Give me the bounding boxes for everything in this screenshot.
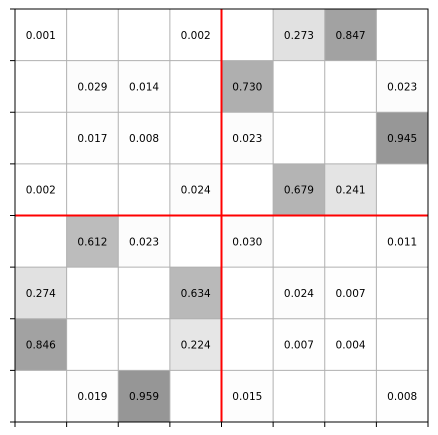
heatmap-cell-r2-c7 (376, 112, 428, 164)
quadrant-dividers (15, 9, 428, 422)
cell-value-label: 0.023 (232, 133, 262, 145)
heatmap-cell-r0-c6 (324, 9, 377, 61)
heatmap-cell-r3-c5 (273, 163, 325, 216)
heatmap-cell-r0-c3 (169, 9, 222, 61)
axis-ticks (10, 8, 429, 427)
heatmap-cell-r3-c0 (15, 163, 67, 216)
cell-value-label: 0.004 (336, 340, 366, 352)
heatmap-cell-r6-c3 (169, 318, 222, 371)
heatmap-cell-r0-c0 (15, 9, 67, 61)
cell-value-label: 0.847 (336, 30, 366, 42)
cell-value-label: 0.024 (284, 288, 314, 300)
heatmap-cell-r5-c5 (273, 267, 325, 319)
cell-value-label: 0.015 (232, 391, 262, 403)
cell-value-label: 0.241 (336, 185, 366, 197)
cell-value-label: 0.007 (336, 288, 366, 300)
heatmap-cell-r1-c1 (66, 60, 119, 113)
cell-value-label: 0.959 (129, 391, 159, 403)
heatmap-cell-r1-c2 (118, 60, 170, 113)
cell-value-label: 0.008 (129, 133, 159, 145)
heatmap-cell-r7-c7 (376, 370, 428, 422)
heatmap-cell-r4-c4 (221, 215, 274, 268)
heatmap-cell-r5-c3 (169, 267, 222, 319)
cell-value-label: 0.001 (26, 30, 56, 42)
heatmap-cell-r6-c6 (324, 318, 377, 371)
cell-value-label: 0.273 (284, 30, 314, 42)
heatmap-cells (15, 9, 428, 422)
heatmap-cell-r3-c3 (169, 163, 222, 216)
cell-value-label: 0.023 (129, 236, 159, 248)
cell-value-label: 0.846 (26, 340, 56, 352)
heatmap-cell-r0-c5 (273, 9, 325, 61)
cell-value-label: 0.014 (129, 81, 159, 93)
cell-value-label: 0.679 (284, 185, 314, 197)
cell-value-label: 0.023 (387, 81, 417, 93)
cell-value-label: 0.612 (77, 236, 107, 248)
heatmap-cell-r2-c4 (221, 112, 274, 164)
heatmap-cell-r7-c2 (118, 370, 170, 422)
cell-value-label: 0.274 (26, 288, 56, 300)
heatmap-cell-r4-c7 (376, 215, 428, 268)
heatmap-cell-r4-c1 (66, 215, 119, 268)
cell-value-label: 0.030 (232, 236, 262, 248)
cell-value-label: 0.224 (181, 340, 211, 352)
heatmap-cell-r1-c4 (221, 60, 274, 113)
cell-value-label: 0.007 (284, 340, 314, 352)
cell-value-label: 0.945 (387, 133, 417, 145)
heatmap-cell-r6-c5 (273, 318, 325, 371)
cell-value-label: 0.029 (77, 81, 107, 93)
cell-value-label: 0.024 (181, 185, 211, 197)
cell-value-label: 0.011 (387, 236, 417, 248)
cell-value-label: 0.002 (181, 30, 211, 42)
heatmap-cell-r5-c0 (15, 267, 67, 319)
heatmap-cell-r5-c6 (324, 267, 377, 319)
heatmap-cell-r7-c4 (221, 370, 274, 422)
cell-value-label: 0.008 (387, 391, 417, 403)
heatmap-cell-r6-c0 (15, 318, 67, 371)
cell-value-label: 0.634 (181, 288, 211, 300)
cell-labels: 0.001 0.002 0.273 0.847 0.029 0.014 0.730 0.023… (26, 30, 417, 403)
heatmap-cell-r7-c1 (66, 370, 119, 422)
cell-value-label: 0.002 (26, 185, 56, 197)
cell-value-label: 0.017 (77, 133, 107, 145)
heatmap-cell-r2-c2 (118, 112, 170, 164)
heatmap-cell-r1-c7 (376, 60, 428, 113)
cell-value-label: 0.019 (77, 391, 107, 403)
heatmap-cell-r4-c2 (118, 215, 170, 268)
heatmap-cell-r2-c1 (66, 112, 119, 164)
heatmap-cell-r3-c6 (324, 163, 377, 216)
cell-value-label: 0.730 (232, 81, 262, 93)
